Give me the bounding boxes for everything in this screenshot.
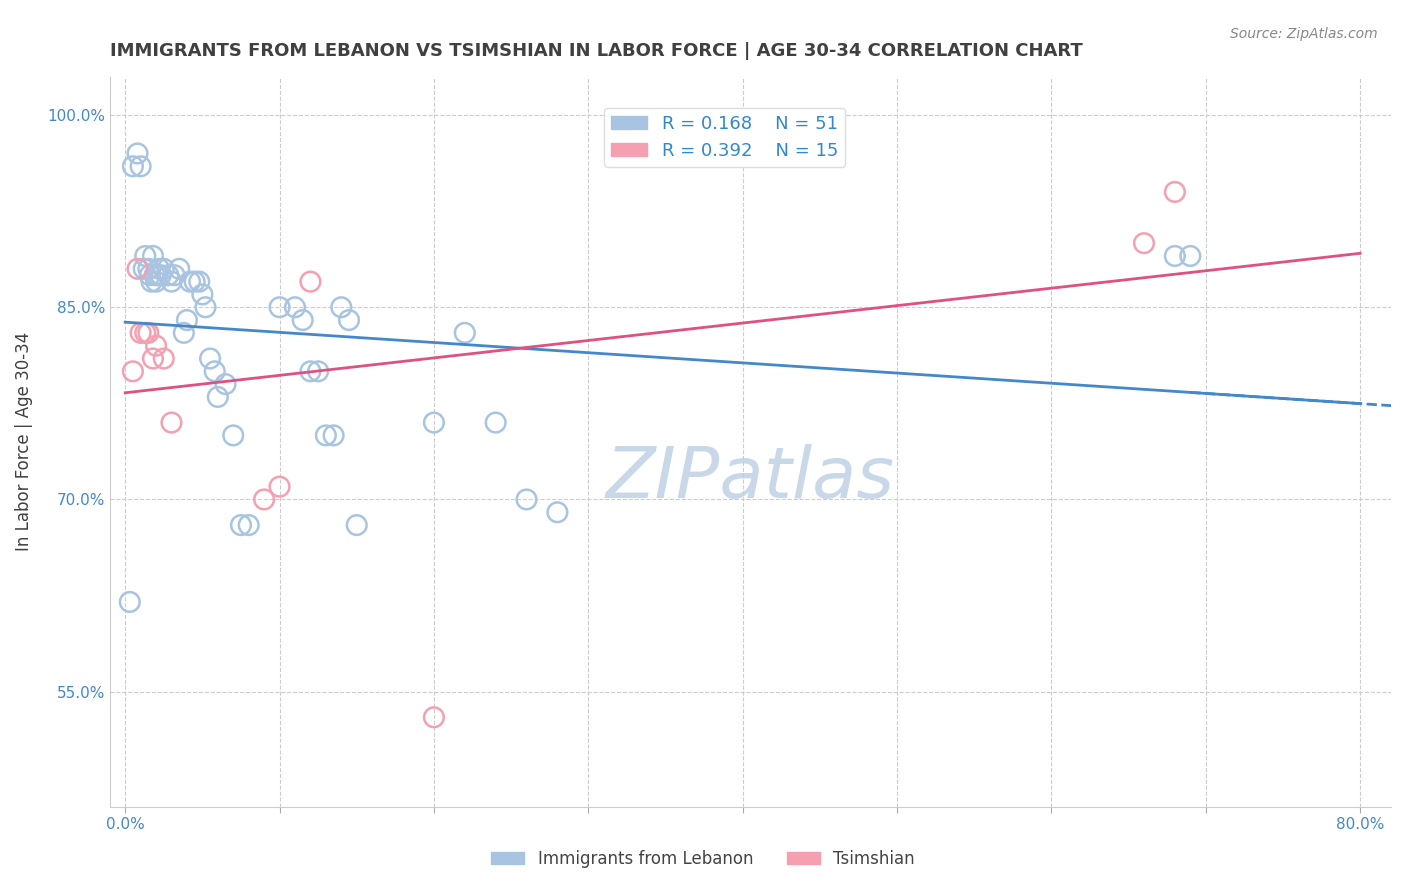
Immigrants from Lebanon <box>127 146 149 161</box>
Immigrants from Lebanon <box>1164 249 1187 263</box>
Tsimshian <box>127 261 149 276</box>
Immigrants from Lebanon <box>176 313 198 327</box>
Tsimshian <box>1133 236 1156 251</box>
Tsimshian <box>145 339 167 353</box>
Immigrants from Lebanon <box>118 595 141 609</box>
Immigrants from Lebanon <box>204 364 226 378</box>
Immigrants from Lebanon <box>269 300 291 314</box>
Immigrants from Lebanon <box>346 518 368 533</box>
Immigrants from Lebanon <box>198 351 221 366</box>
Tsimshian <box>423 710 446 724</box>
Immigrants from Lebanon <box>485 416 508 430</box>
Immigrants from Lebanon <box>238 518 260 533</box>
Immigrants from Lebanon <box>143 268 166 283</box>
Text: IMMIGRANTS FROM LEBANON VS TSIMSHIAN IN LABOR FORCE | AGE 30-34 CORRELATION CHAR: IMMIGRANTS FROM LEBANON VS TSIMSHIAN IN … <box>110 42 1083 60</box>
Immigrants from Lebanon <box>207 390 229 404</box>
Immigrants from Lebanon <box>337 313 360 327</box>
Immigrants from Lebanon <box>141 275 163 289</box>
Tsimshian <box>134 326 156 340</box>
Immigrants from Lebanon <box>160 275 183 289</box>
Tsimshian <box>1164 185 1187 199</box>
Immigrants from Lebanon <box>142 249 165 263</box>
Y-axis label: In Labor Force | Age 30-34: In Labor Force | Age 30-34 <box>15 332 32 551</box>
Immigrants from Lebanon <box>179 275 201 289</box>
Immigrants from Lebanon <box>1180 249 1202 263</box>
Immigrants from Lebanon <box>139 268 162 283</box>
Tsimshian <box>129 326 152 340</box>
Immigrants from Lebanon <box>138 261 160 276</box>
Immigrants from Lebanon <box>129 159 152 173</box>
Tsimshian <box>160 416 183 430</box>
Immigrants from Lebanon <box>188 275 211 289</box>
Immigrants from Lebanon <box>134 249 156 263</box>
Immigrants from Lebanon <box>163 268 186 283</box>
Tsimshian <box>138 326 160 340</box>
Immigrants from Lebanon <box>145 275 167 289</box>
Tsimshian <box>142 351 165 366</box>
Immigrants from Lebanon <box>149 268 172 283</box>
Immigrants from Lebanon <box>315 428 337 442</box>
Immigrants from Lebanon <box>146 268 169 283</box>
Immigrants from Lebanon <box>546 505 568 519</box>
Immigrants from Lebanon <box>173 326 195 340</box>
Tsimshian <box>122 364 145 378</box>
Immigrants from Lebanon <box>191 287 214 301</box>
Immigrants from Lebanon <box>423 416 446 430</box>
Immigrants from Lebanon <box>284 300 307 314</box>
Text: ZIPatlas: ZIPatlas <box>606 444 894 513</box>
Legend: Immigrants from Lebanon, Tsimshian: Immigrants from Lebanon, Tsimshian <box>485 844 921 875</box>
Immigrants from Lebanon <box>222 428 245 442</box>
Immigrants from Lebanon <box>229 518 252 533</box>
Immigrants from Lebanon <box>132 261 155 276</box>
Tsimshian <box>152 351 174 366</box>
Legend: R = 0.168    N = 51, R = 0.392    N = 15: R = 0.168 N = 51, R = 0.392 N = 15 <box>605 108 845 167</box>
Immigrants from Lebanon <box>299 364 322 378</box>
Text: Source: ZipAtlas.com: Source: ZipAtlas.com <box>1230 27 1378 41</box>
Immigrants from Lebanon <box>330 300 353 314</box>
Immigrants from Lebanon <box>148 261 170 276</box>
Immigrants from Lebanon <box>515 492 537 507</box>
Immigrants from Lebanon <box>214 377 236 392</box>
Immigrants from Lebanon <box>152 261 174 276</box>
Tsimshian <box>299 275 322 289</box>
Immigrants from Lebanon <box>454 326 477 340</box>
Immigrants from Lebanon <box>307 364 329 378</box>
Immigrants from Lebanon <box>194 300 217 314</box>
Tsimshian <box>253 492 276 507</box>
Immigrants from Lebanon <box>157 268 180 283</box>
Immigrants from Lebanon <box>183 275 205 289</box>
Immigrants from Lebanon <box>122 159 145 173</box>
Immigrants from Lebanon <box>291 313 314 327</box>
Immigrants from Lebanon <box>167 261 190 276</box>
Immigrants from Lebanon <box>322 428 344 442</box>
Tsimshian <box>269 480 291 494</box>
